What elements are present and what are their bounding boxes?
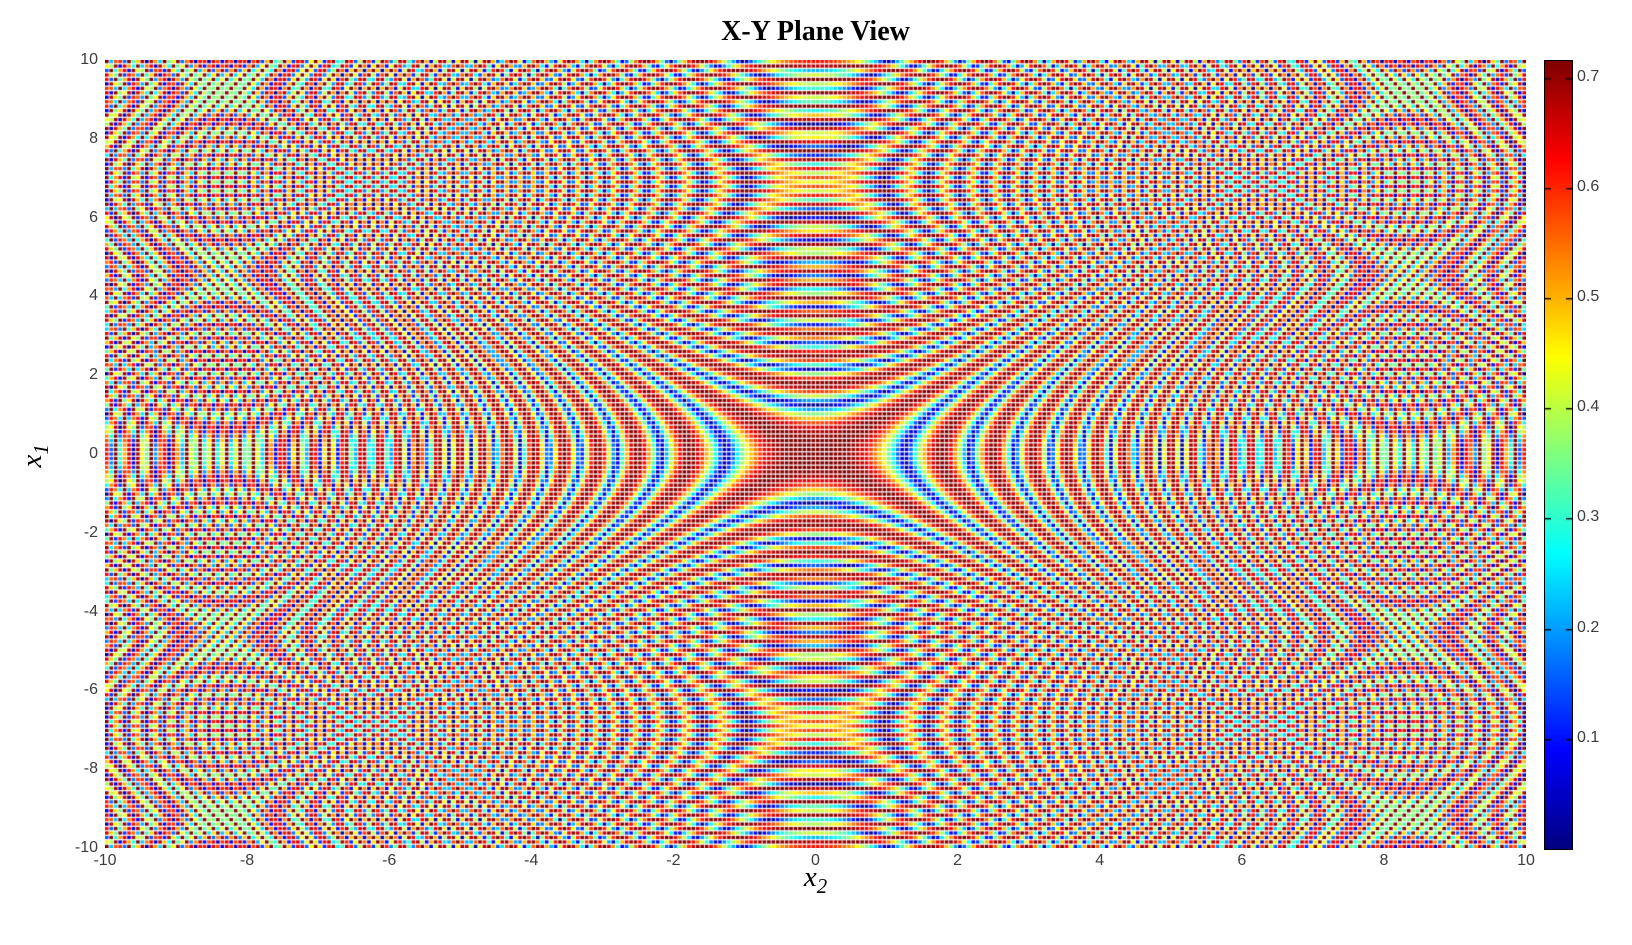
x-tick-label: -2: [666, 852, 681, 869]
y-axis-label: x1: [16, 406, 54, 506]
colorbar-tick-label: 0.3: [1577, 508, 1600, 526]
y-axis-label-subscript: 1: [28, 444, 53, 455]
y-tick-label: -4: [83, 602, 98, 620]
y-tick-label: 0: [89, 445, 98, 462]
x-tick-label: 4: [1095, 852, 1105, 869]
y-tick-label: -10: [74, 839, 98, 856]
y-tick-label: 4: [89, 287, 98, 305]
colorbar-tick-label: 0.1: [1577, 728, 1600, 746]
colorbar-tick-label: 0.2: [1577, 618, 1600, 636]
x-axis-label-base: x: [803, 861, 817, 893]
x-tick-label: 0: [811, 852, 820, 869]
x-tick-label: -6: [382, 852, 397, 869]
heatmap-canvas: [105, 60, 1526, 848]
x-tick-label: -10: [93, 852, 117, 869]
y-tick-label: 6: [89, 208, 98, 226]
x-tick-label: -4: [524, 852, 539, 869]
colorbar-tick-label: 0.4: [1577, 398, 1600, 416]
y-tick-label: -2: [83, 523, 98, 541]
chart-title: X-Y Plane View: [721, 16, 910, 47]
x-tick-label: -8: [239, 852, 255, 869]
x-axis-label-subscript: 2: [816, 873, 828, 898]
x-tick-label: 6: [1237, 852, 1247, 869]
y-tick-label: -8: [83, 760, 98, 778]
x-tick-label: 10: [1517, 852, 1535, 869]
y-tick-label: -6: [83, 681, 98, 699]
y-tick-label: 2: [89, 366, 98, 384]
colorbar: [1544, 60, 1573, 850]
colorbar-tick-label: 0.7: [1577, 67, 1600, 85]
y-axis-label-base: x: [16, 454, 49, 468]
x-axis-label: x2: [105, 861, 1526, 899]
colorbar-tick-label: 0.6: [1577, 177, 1600, 195]
x-tick-label: 2: [953, 852, 963, 869]
x-tick-label: 8: [1379, 852, 1389, 869]
colorbar-tick-label: 0.5: [1577, 287, 1600, 305]
y-tick-label: 8: [89, 129, 98, 147]
y-tick-label: 10: [80, 51, 98, 68]
